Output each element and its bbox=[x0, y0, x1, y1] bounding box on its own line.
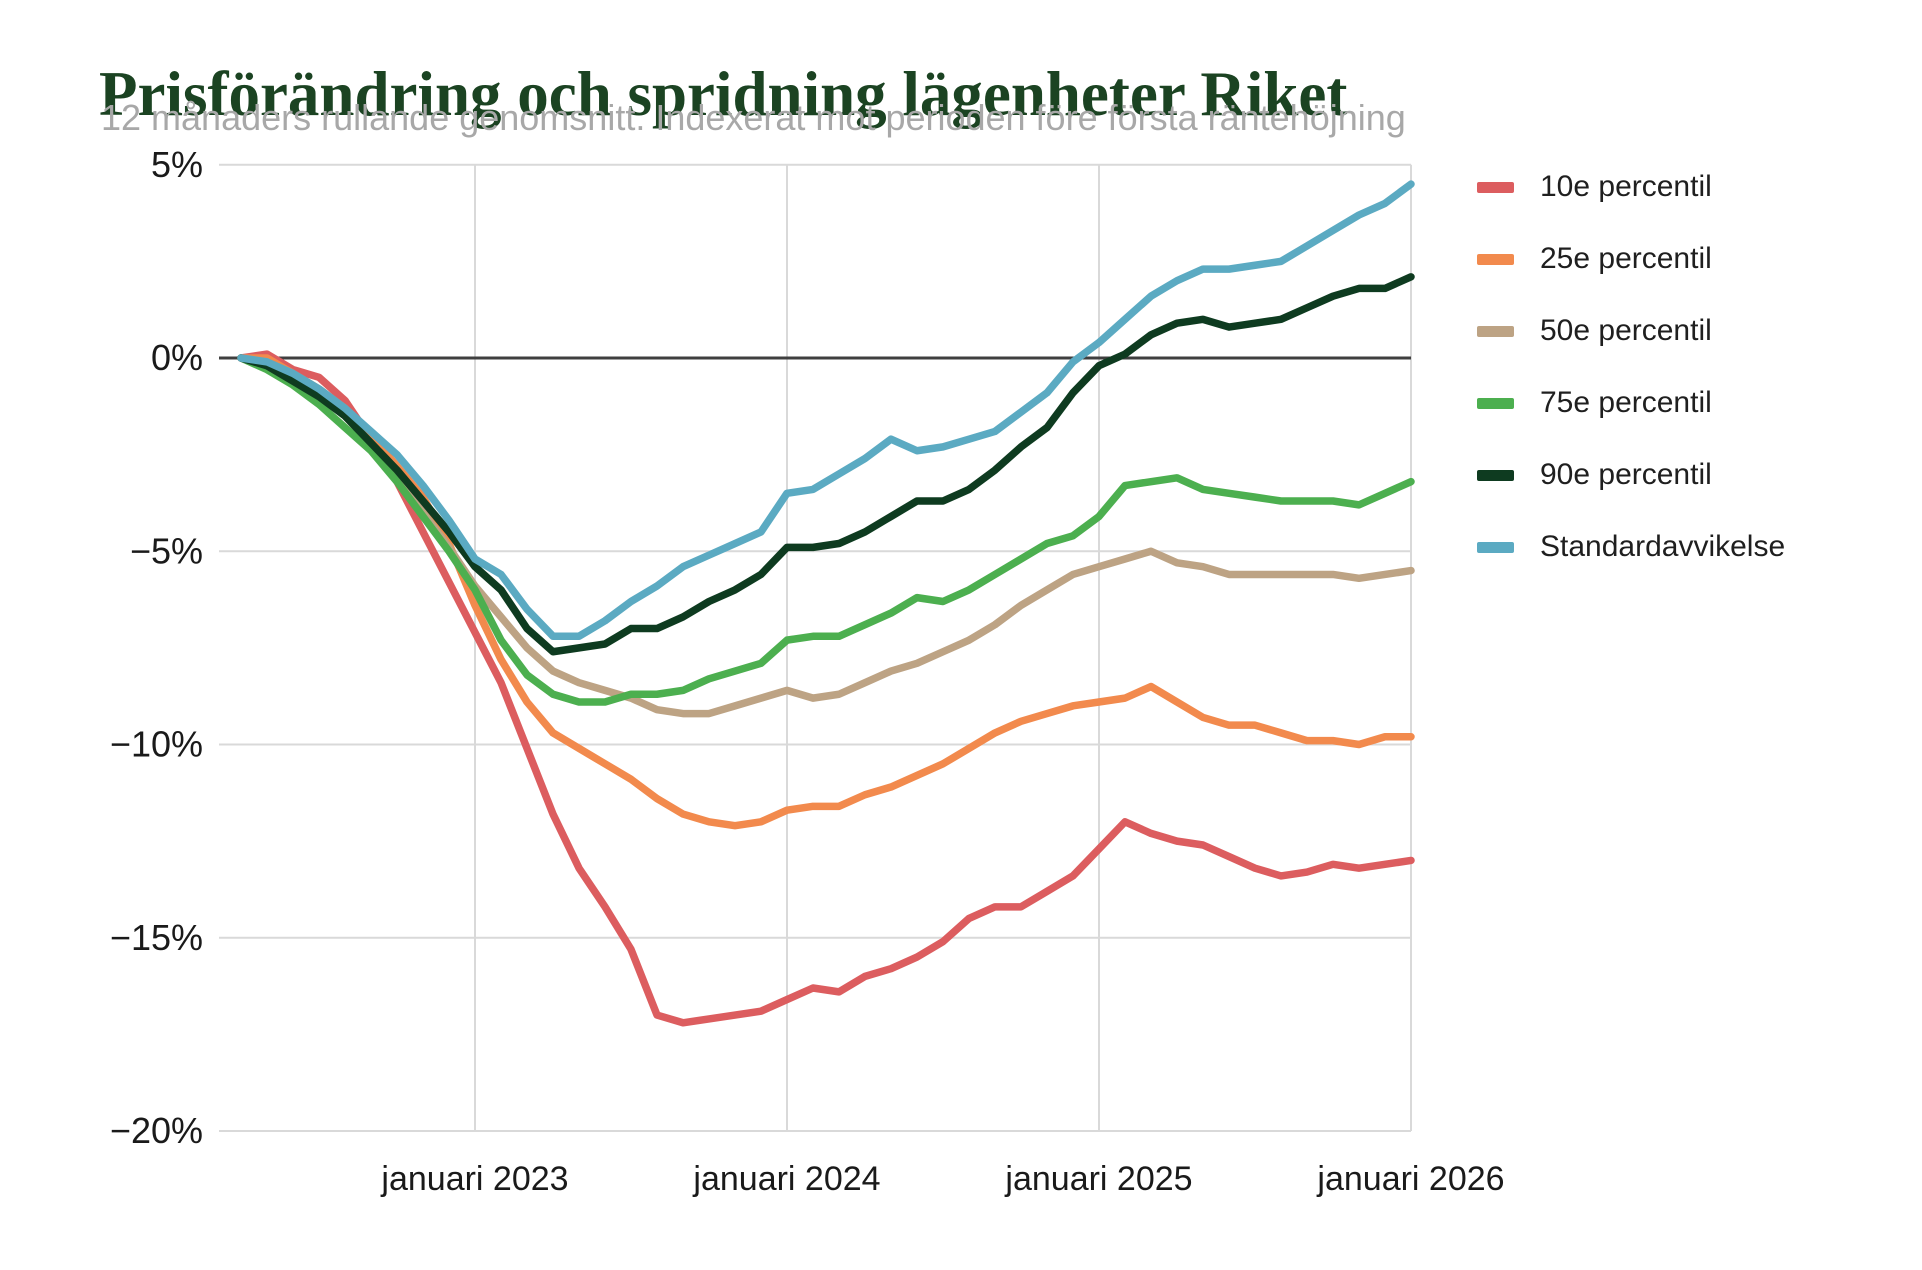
legend-swatch-icon bbox=[1477, 397, 1514, 409]
legend-item-25e-percentil[interactable]: 25e percentil bbox=[1477, 239, 1785, 279]
series-line-50e-percentil bbox=[237, 354, 1415, 718]
y-tick-label: 0% bbox=[151, 337, 203, 378]
y-tick-label: −20% bbox=[110, 1110, 203, 1151]
page-subtitle: 12 månaders rullande genomsnitt. Indexer… bbox=[101, 97, 1406, 138]
x-tick-label: januari 2024 bbox=[692, 1160, 880, 1198]
legend-item-90e-percentil[interactable]: 90e percentil bbox=[1477, 455, 1785, 495]
legend-item-50e-percentil[interactable]: 50e percentil bbox=[1477, 311, 1785, 351]
legend-label: 90e percentil bbox=[1540, 458, 1712, 491]
series-line-standardavvikelse bbox=[237, 180, 1415, 641]
series-line-10e-percentil bbox=[237, 350, 1415, 1027]
chart-legend: 10e percentil 25e percentil 50e percentil 7… bbox=[1477, 167, 1785, 567]
legend-swatch-icon bbox=[1477, 181, 1514, 193]
series-line-25e-percentil bbox=[237, 354, 1415, 830]
legend-label: 75e percentil bbox=[1540, 386, 1712, 419]
x-tick-label: januari 2023 bbox=[380, 1160, 568, 1198]
x-tick-label: januari 2026 bbox=[1316, 1160, 1504, 1198]
page-title: Prisförändring och spridning lägenheter … bbox=[99, 59, 1348, 130]
legend-label: 50e percentil bbox=[1540, 314, 1712, 347]
legend-item-standardavvikelse[interactable]: Standardavvikelse bbox=[1477, 527, 1785, 567]
legend-label: Standardavvikelse bbox=[1540, 530, 1786, 563]
legend-item-10e-percentil[interactable]: 10e percentil bbox=[1477, 167, 1785, 207]
series-line-75e-percentil bbox=[237, 354, 1415, 706]
y-tick-label: 5% bbox=[151, 144, 203, 185]
y-tick-label: −10% bbox=[110, 724, 203, 765]
legend-swatch-icon bbox=[1477, 469, 1514, 481]
legend-swatch-icon bbox=[1477, 325, 1514, 337]
y-tick-label: −5% bbox=[130, 530, 203, 571]
legend-swatch-icon bbox=[1477, 541, 1514, 553]
legend-swatch-icon bbox=[1477, 253, 1514, 265]
legend-item-75e-percentil[interactable]: 75e percentil bbox=[1477, 383, 1785, 423]
series-line-90e-percentil bbox=[237, 273, 1415, 656]
legend-label: 10e percentil bbox=[1540, 170, 1712, 203]
y-tick-label: −15% bbox=[110, 917, 203, 958]
legend-label: 25e percentil bbox=[1540, 242, 1712, 275]
x-tick-label: januari 2025 bbox=[1004, 1160, 1192, 1198]
